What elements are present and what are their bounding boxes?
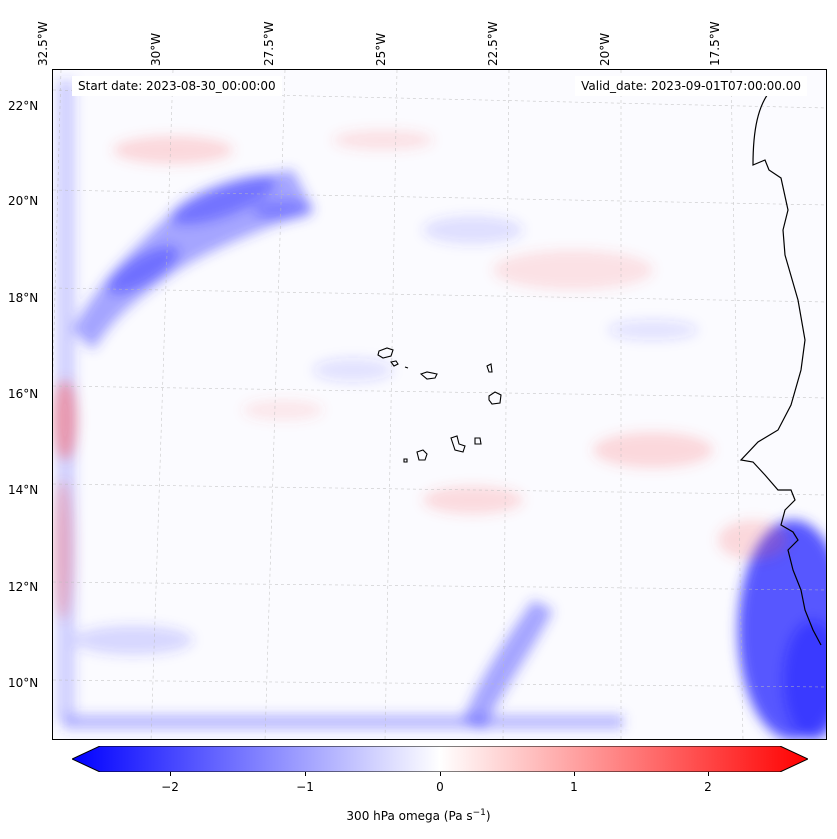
- omega-field: [53, 70, 826, 739]
- lat-label-14n: 14°N: [8, 483, 39, 497]
- map-panel: [52, 69, 827, 740]
- ascent-field-red: [53, 130, 788, 620]
- cbar-tick-label: 0: [436, 780, 444, 794]
- lat-label-10n: 10°N: [8, 676, 39, 690]
- lat-label-20n: 20°N: [8, 194, 39, 208]
- lon-label-32-5w: 32.5°W: [36, 21, 50, 66]
- cape-verde-islands: [377, 347, 502, 463]
- lon-label-17-5w: 17.5°W: [708, 21, 722, 66]
- cbar-tick-label: 1: [570, 780, 578, 794]
- cbar-tickmark: [708, 772, 709, 776]
- lat-label-18n: 18°N: [8, 291, 39, 305]
- lat-label-22n: 22°N: [8, 99, 39, 113]
- start-date-label: Start date: 2023-08-30_00:00:00: [72, 76, 282, 96]
- cbar-tickmark: [440, 772, 441, 776]
- lon-label-20w: 20°W: [598, 32, 612, 66]
- colorbar-label-exponent: −1: [472, 808, 486, 818]
- lon-label-22-5w: 22.5°W: [486, 21, 500, 66]
- cbar-tickmark: [574, 772, 575, 776]
- colorbar-label-end: ): [485, 809, 491, 823]
- cbar-tick-label: −2: [161, 780, 179, 794]
- colorbar: [72, 746, 808, 772]
- cbar-tickmark: [305, 772, 306, 776]
- lon-label-27-5w: 27.5°W: [262, 21, 276, 66]
- lat-label-16n: 16°N: [8, 387, 39, 401]
- graticule: [53, 70, 826, 739]
- cbar-tick-label: 2: [704, 780, 712, 794]
- colorbar-label: 300 hPa omega (Pa s−1): [0, 808, 837, 823]
- lon-label-30w: 30°W: [149, 32, 163, 66]
- african-coastline: [739, 89, 822, 646]
- cbar-tick-label: −1: [296, 780, 314, 794]
- cbar-tickmark: [170, 772, 171, 776]
- lat-label-12n: 12°N: [8, 580, 39, 594]
- lon-label-25w: 25°W: [374, 32, 388, 66]
- colorbar-label-text: 300 hPa omega (Pa s: [346, 809, 473, 823]
- valid-date-label: Valid_date: 2023-09-01T07:00:00.00: [575, 76, 807, 96]
- descent-field-blue: [57, 80, 826, 739]
